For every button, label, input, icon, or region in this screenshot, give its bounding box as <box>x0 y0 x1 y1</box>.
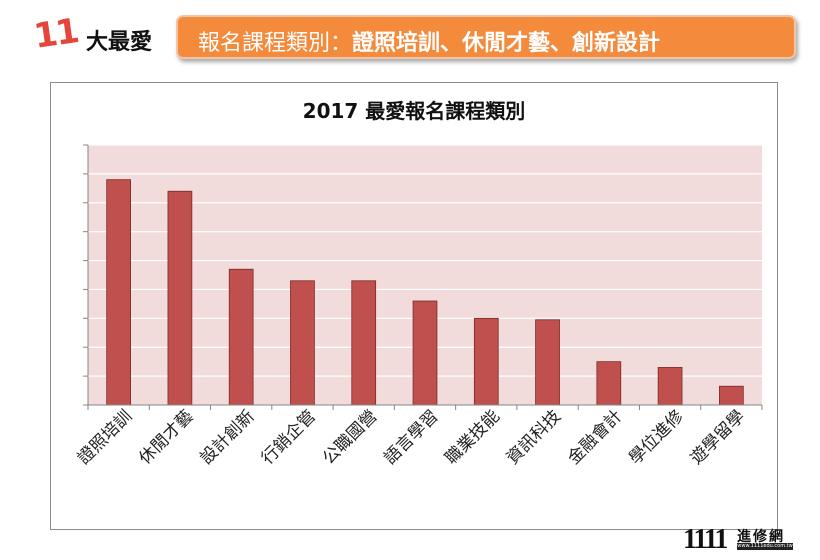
logo-number: 1111 <box>683 524 728 555</box>
bar <box>657 367 683 406</box>
logo-url: www.1111edu.com.tw <box>737 543 793 550</box>
header-banner: 報名課程類別：證照培訓、休閒才藝、創新設計 <box>176 15 796 59</box>
bar <box>167 190 193 406</box>
header-number: 11 <box>31 11 80 57</box>
x-tick-label: 行銷企管 <box>258 406 320 468</box>
header-title: 大最愛 <box>86 30 153 55</box>
brand-logo: 1111 進修網 www.1111edu.com.tw <box>683 524 795 555</box>
x-tick-label: 學位進修 <box>625 406 687 468</box>
x-tick-label: 設計創新 <box>196 406 258 468</box>
x-tick-label: 職業技能 <box>442 406 504 468</box>
x-tick-labels: 證照培訓 休閒才藝 設計創新 行銷企管 公職國營 語言學習 職業技能 資訊科技 金融會計 學位進修… <box>74 406 749 468</box>
header-banner-text: 報名課程類別：證照培訓、休閒才藝、創新設計 <box>198 25 660 57</box>
bar <box>596 361 622 406</box>
x-tick-label: 證照培訓 <box>74 406 136 468</box>
header-banner-items: 證照培訓、休閒才藝、創新設計 <box>352 31 661 56</box>
x-tick-label: 遊學留學 <box>687 406 749 468</box>
x-tick-label: 資訊科技 <box>503 406 565 468</box>
bar <box>228 268 254 406</box>
bar <box>412 300 438 406</box>
x-tick-label: 語言學習 <box>380 406 442 468</box>
bar <box>719 385 744 406</box>
axes <box>83 144 763 410</box>
bars <box>106 179 744 406</box>
x-tick-label: 金融會計 <box>564 406 626 468</box>
chart-title: 2017 最愛報名課程類別 <box>303 99 526 123</box>
chart-frame: 2017 最愛報名課程類別 證照培訓 休閒才藝 設計創新 行銷企管 公職國營 語言學習 職業… <box>50 82 778 530</box>
x-tick-label: 休閒才藝 <box>135 406 197 468</box>
bar <box>351 280 377 406</box>
bar <box>473 317 499 406</box>
logo-name: 進修網 <box>737 529 785 545</box>
bar <box>106 179 131 406</box>
x-tick-label: 公職國營 <box>319 406 381 468</box>
bar-chart: 2017 最愛報名課程類別 證照培訓 休閒才藝 設計創新 行銷企管 公職國營 語言學習 職業… <box>74 99 763 469</box>
bar <box>290 280 315 406</box>
header-banner-prefix: 報名課程類別： <box>198 31 353 56</box>
bar <box>535 319 560 406</box>
